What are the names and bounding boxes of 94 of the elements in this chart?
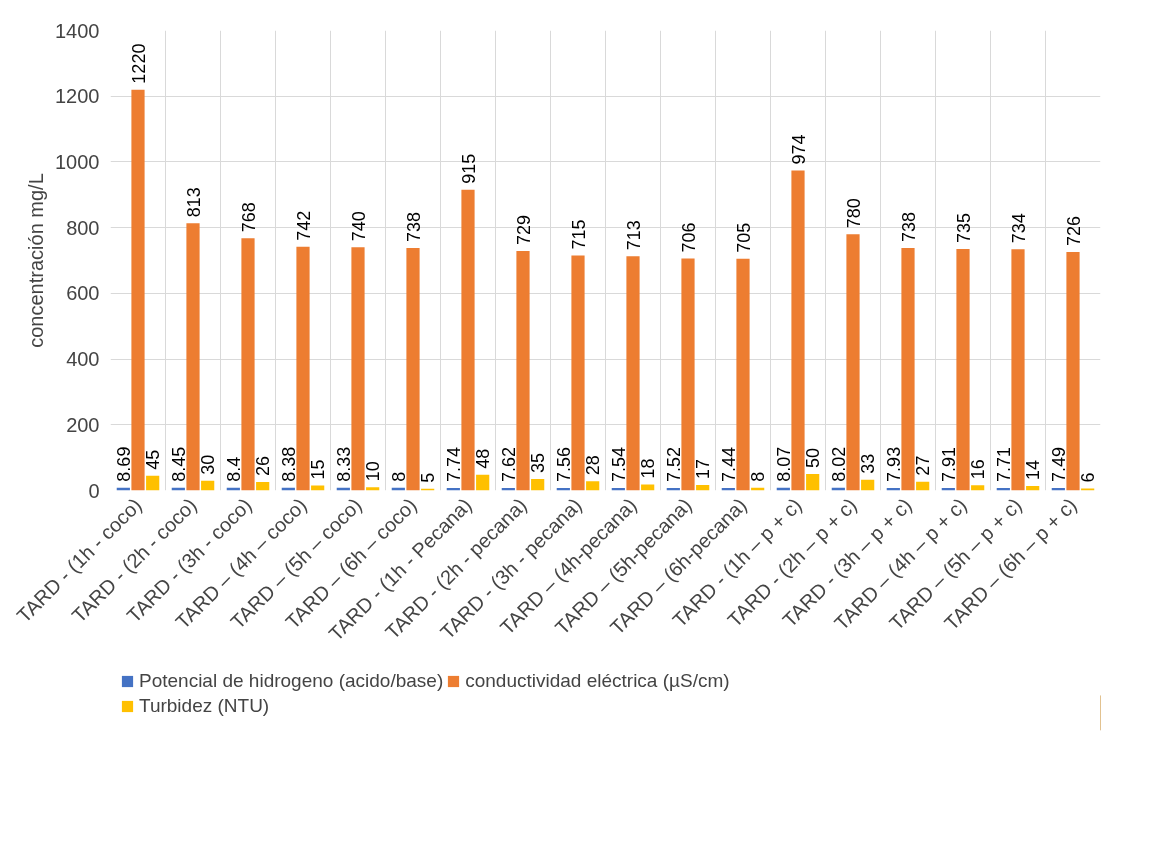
bar: [351, 247, 365, 491]
data-label: 726: [1063, 215, 1084, 246]
data-label: 6: [1078, 472, 1099, 483]
data-label: 17: [693, 458, 714, 479]
data-label: 734: [1008, 213, 1029, 244]
data-label: 8.4: [223, 456, 244, 482]
data-label: 30: [198, 454, 219, 475]
data-label: 7.62: [498, 446, 519, 482]
data-label: 8: [388, 471, 409, 482]
bar: [586, 481, 600, 491]
legend-label: Turbidez (NTU): [139, 695, 270, 717]
data-label: 768: [238, 202, 259, 233]
bar: [516, 250, 530, 491]
data-label: 813: [183, 187, 204, 218]
bar: [971, 485, 985, 491]
data-label: 10: [363, 461, 384, 482]
bar: [1011, 249, 1025, 491]
legend-label: conductividad eléctrica (µS/cm): [465, 670, 730, 692]
bar: [406, 248, 420, 491]
data-label: 8.07: [773, 446, 794, 482]
bar: [791, 170, 805, 491]
data-label: 974: [788, 134, 809, 165]
data-label: 7.49: [1048, 446, 1069, 483]
data-label: 15: [308, 459, 329, 480]
data-label: 7.91: [938, 446, 959, 482]
bar: [296, 246, 310, 491]
data-label: 8.33: [333, 446, 354, 482]
bar: [736, 258, 750, 491]
bar: [846, 234, 860, 491]
y-tick-label: 1400: [55, 19, 100, 42]
data-label: 8.45: [168, 446, 189, 482]
data-label: 7.71: [993, 446, 1014, 482]
bar: [1066, 251, 1080, 491]
bar: [256, 481, 270, 491]
bar: [956, 249, 970, 491]
data-label: 1220: [128, 43, 149, 84]
data-label: 713: [623, 220, 644, 251]
data-label: 738: [898, 211, 919, 243]
data-label: 715: [568, 219, 589, 250]
y-tick-label: 1000: [55, 150, 100, 173]
data-label: 7.54: [608, 446, 629, 483]
data-label: 740: [348, 211, 369, 242]
data-label: 780: [843, 198, 864, 229]
y-tick-label: 400: [66, 348, 100, 371]
y-tick-label: 1200: [55, 85, 100, 108]
bar: [681, 258, 695, 491]
bar: [186, 223, 200, 491]
data-label: 50: [803, 448, 824, 469]
data-label: 706: [678, 222, 699, 253]
bar: [861, 479, 875, 491]
bar: [241, 238, 255, 491]
bar: [531, 479, 545, 491]
y-axis-title: concentración mg/L: [25, 173, 48, 348]
data-label: 705: [733, 222, 754, 253]
data-label: 738: [403, 211, 424, 243]
data-label: 7.56: [553, 446, 574, 483]
data-label: 27: [913, 455, 934, 476]
y-tick-label: 200: [66, 413, 100, 436]
data-label: 48: [473, 448, 494, 469]
data-label: 7.44: [718, 447, 739, 483]
data-label: 8.69: [113, 446, 134, 482]
y-tick-label: 0: [88, 479, 100, 502]
data-label: 742: [293, 210, 314, 241]
data-label: 735: [953, 212, 974, 243]
data-label: 8.02: [828, 446, 849, 482]
data-label: 5: [418, 472, 439, 483]
data-label: 8: [748, 471, 769, 482]
data-label: 35: [528, 452, 549, 473]
data-label: 18: [638, 458, 659, 479]
bar: [626, 256, 640, 491]
bar: [201, 480, 215, 491]
bar: [146, 475, 160, 491]
bar: [571, 255, 585, 491]
data-label: 8.38: [278, 446, 299, 482]
data-label: 26: [253, 455, 274, 476]
data-label: 45: [143, 449, 164, 470]
bar: [901, 248, 915, 491]
data-label: 14: [1023, 459, 1044, 480]
y-tick-label: 600: [66, 282, 100, 305]
data-label: 7.93: [883, 446, 904, 482]
bar: [806, 474, 820, 491]
data-label: 915: [458, 153, 479, 184]
data-label: 7.52: [663, 446, 684, 483]
data-label: 729: [513, 214, 534, 245]
legend-label: Potencial de hidrogeno (acido/base): [139, 670, 444, 692]
bar: [366, 487, 380, 491]
data-label: 16: [968, 459, 989, 480]
bar: [476, 474, 490, 491]
data-label: 7.74: [443, 446, 464, 482]
data-label: 33: [858, 453, 879, 474]
data-label: 28: [583, 455, 604, 476]
bar: [461, 189, 475, 491]
y-tick-label: 800: [66, 216, 100, 239]
bar: [131, 89, 145, 491]
